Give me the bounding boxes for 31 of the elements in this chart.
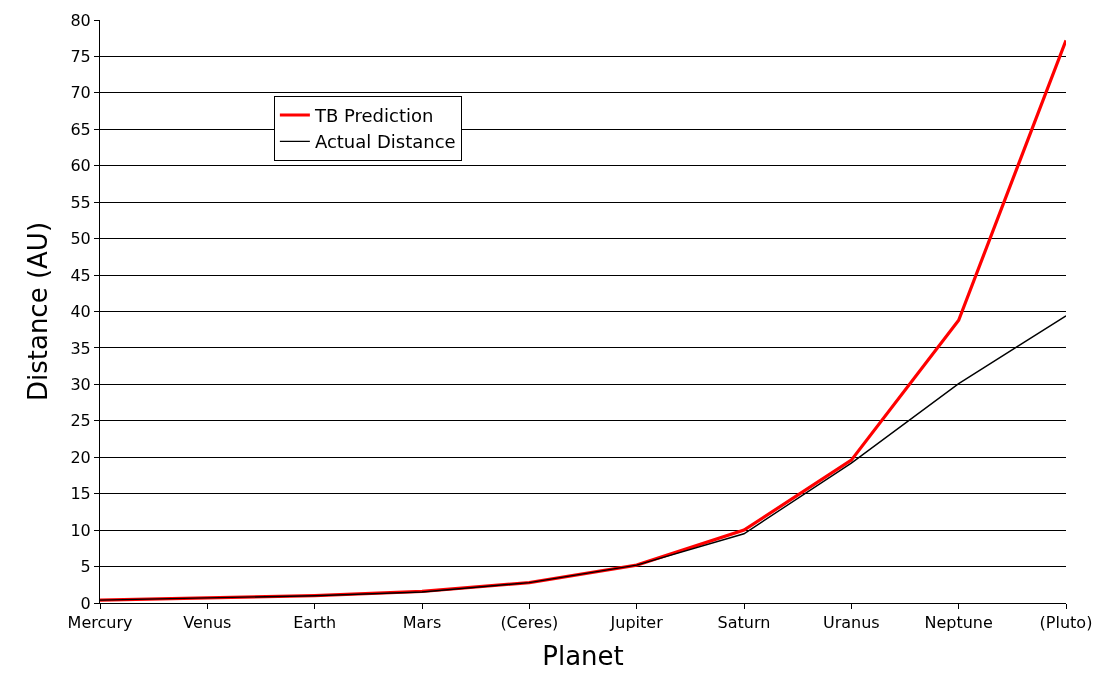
y-tick-label: 70 [70,83,91,103]
y-tick-label: 30 [70,374,91,394]
x-tick-label: Jupiter [609,613,664,633]
y-tick-label: 50 [70,229,91,249]
legend-label: Actual Distance [314,131,456,153]
y-tick-label: 65 [70,119,91,139]
x-axis-title: Planet [542,640,624,671]
y-tick-label: 40 [70,302,91,322]
x-tick-label: Saturn [717,613,771,633]
x-tick-label: Neptune [924,613,993,633]
x-tick-label: Mars [402,613,442,633]
y-tick-label: 45 [70,265,91,285]
y-axis-title: Distance (AU) [22,221,53,402]
y-tick-label: 10 [70,520,91,540]
y-tick-label: 5 [80,557,91,577]
x-tick-label: Mercury [67,613,133,633]
x-tick-label: Uranus [822,613,880,633]
y-tick-label: 75 [70,47,91,67]
x-tick-label: (Ceres) [500,613,559,633]
y-tick-label: 80 [70,10,91,30]
x-tick-label: Venus [183,613,232,633]
x-tick-label: Earth [293,613,337,633]
y-tick-label: 60 [70,156,91,176]
y-tick-label: 0 [80,593,91,613]
y-tick-label: 55 [70,192,91,212]
x-tick-label: (Pluto) [1039,613,1093,633]
y-tick-label: 15 [70,484,91,504]
legend-label: TB Prediction [313,105,434,127]
y-tick-label: 35 [70,338,91,358]
y-tick-label: 20 [70,447,91,467]
y-tick-label: 25 [70,411,91,431]
